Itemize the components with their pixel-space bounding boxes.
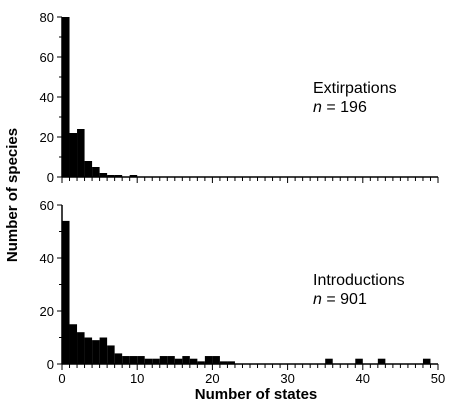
histogram-bar	[377, 358, 386, 364]
introductions-n-value: = 901	[322, 291, 367, 308]
histogram-bar	[167, 356, 175, 364]
histogram-bar	[77, 332, 85, 364]
extirpations-n-symbol: n	[313, 99, 322, 116]
histogram-bar	[92, 340, 100, 364]
x-tick-label: 10	[130, 371, 144, 386]
histogram-bar	[99, 173, 108, 177]
histogram-bar	[325, 358, 333, 364]
histogram-bar	[159, 356, 168, 364]
y-tick-label: 20	[40, 304, 54, 319]
histogram-bar	[219, 361, 228, 364]
histogram-bar	[62, 17, 70, 177]
histogram-bar	[92, 167, 100, 177]
histogram-bar	[137, 356, 145, 364]
y-tick-label: 20	[40, 130, 54, 145]
extirpations-label: Extirpations	[313, 80, 397, 97]
histogram-bar	[197, 361, 205, 364]
y-axis-title: Number of species	[4, 128, 21, 262]
extirpations-count: n = 196	[313, 99, 367, 116]
histogram-bar	[99, 337, 108, 364]
histogram-bar	[77, 129, 85, 177]
histogram-bar	[129, 175, 138, 177]
histogram-bar	[114, 175, 123, 177]
x-tick-label: 40	[356, 371, 370, 386]
y-tick-label: 60	[40, 50, 54, 65]
histogram-bar	[69, 133, 78, 177]
histogram-bar	[152, 358, 160, 364]
histogram-bar	[129, 356, 138, 364]
y-tick-label: 40	[40, 90, 54, 105]
x-tick-label: 0	[58, 371, 65, 386]
histogram-bar	[84, 161, 93, 177]
histogram-bar	[107, 345, 115, 364]
y-tick-label: 40	[40, 251, 54, 266]
extirpations-panel: 0 20 40 60 80	[40, 10, 439, 185]
histogram-bar	[114, 353, 123, 364]
introductions-n-symbol: n	[313, 291, 322, 308]
y-tick-label: 80	[40, 10, 54, 25]
histogram-bar	[174, 358, 183, 364]
histogram-bar	[107, 175, 115, 177]
introductions-panel: 0 20 40 60 0 10 20 30 40 50	[40, 198, 446, 386]
histogram-bar	[144, 358, 153, 364]
histogram-bar	[69, 324, 78, 364]
introductions-label: Introductions	[313, 272, 405, 289]
x-tick-label: 30	[280, 371, 294, 386]
y-tick-label: 0	[47, 357, 54, 372]
histogram-bar	[204, 356, 213, 364]
extirpations-n-value: = 196	[322, 99, 367, 116]
introductions-count: n = 901	[313, 291, 367, 308]
histogram-bar	[189, 358, 198, 364]
histogram-bar	[62, 220, 70, 364]
y-tick-label: 0	[47, 170, 54, 185]
histogram-bar	[122, 356, 130, 364]
histogram-bar	[212, 356, 220, 364]
histogram-bar	[422, 358, 431, 364]
histogram-bar	[84, 337, 93, 364]
histogram-bar	[227, 361, 235, 364]
x-tick-label: 50	[431, 371, 445, 386]
y-tick-label: 60	[40, 198, 54, 213]
histogram-bar	[182, 356, 190, 364]
histogram-bar	[355, 358, 363, 364]
x-axis-title: Number of states	[195, 386, 318, 403]
x-tick-label: 20	[205, 371, 219, 386]
